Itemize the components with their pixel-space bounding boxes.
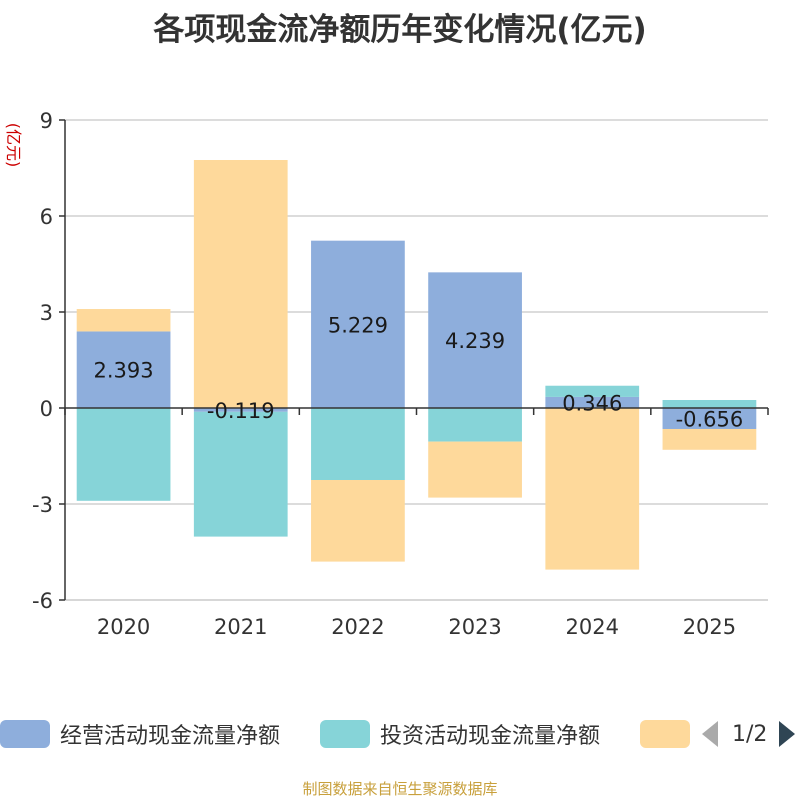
data-label-2023: 4.239: [445, 329, 505, 353]
legend-pager: 1/2: [700, 718, 797, 750]
bar-2021-series-0[interactable]: [193, 408, 288, 412]
bar-2020-series-2[interactable]: [76, 309, 171, 332]
bar-2021-series-2[interactable]: [193, 160, 288, 408]
bar-2024-series-1[interactable]: [545, 385, 640, 397]
x-tick-label: 2023: [448, 615, 501, 639]
source-note: 制图数据来自恒生聚源数据库: [302, 780, 498, 798]
y-tick-label: 3: [40, 301, 53, 325]
y-tick-label: 0: [40, 397, 53, 421]
bar-2020-series-1[interactable]: [76, 408, 171, 501]
bar-2021-series-1[interactable]: [193, 411, 288, 537]
x-tick-label: 2024: [566, 615, 619, 639]
bar-2023-series-2[interactable]: [428, 441, 522, 498]
legend-prev-icon[interactable]: [700, 719, 720, 749]
legend-next-icon[interactable]: [777, 719, 797, 749]
data-label-2020: 2.393: [94, 359, 154, 383]
legend-item-operating[interactable]: 经营活动现金流量净额: [0, 718, 280, 750]
bar-2023-series-0[interactable]: [428, 272, 522, 408]
bar-2025-series-2[interactable]: [662, 428, 757, 450]
y-tick-label: 6: [40, 205, 53, 229]
y-tick-label: -6: [32, 589, 53, 613]
data-label-2024: 0.346: [562, 391, 622, 415]
legend-swatch-operating: [0, 720, 50, 748]
bar-2022-series-1[interactable]: [311, 408, 405, 480]
y-tick-label: 9: [40, 109, 53, 133]
legend-item-investing[interactable]: 投资活动现金流量净额: [320, 718, 600, 750]
x-tick-label: 2022: [331, 615, 384, 639]
legend-item-financing[interactable]: [640, 718, 690, 750]
bar-2024-series-2[interactable]: [545, 408, 640, 570]
x-tick-label: 2021: [214, 615, 267, 639]
data-label-2021: -0.119: [207, 399, 275, 423]
bar-2022-series-2[interactable]: [311, 480, 405, 562]
bar-2023-series-1[interactable]: [428, 408, 522, 442]
bar-2025-series-1[interactable]: [662, 400, 757, 408]
y-tick-label: -3: [32, 493, 53, 517]
bar-2022-series-0[interactable]: [311, 240, 405, 408]
y-axis-title: (亿元): [4, 123, 23, 168]
legend-page-indicator: 1/2: [732, 721, 768, 747]
legend-swatch-financing: [640, 720, 690, 748]
legend-swatch-investing: [320, 720, 370, 748]
legend-label-operating: 经营活动现金流量净额: [60, 724, 281, 749]
data-label-2022: 5.229: [328, 313, 388, 337]
data-label-2025: -0.656: [676, 407, 744, 431]
legend-label-investing: 投资活动现金流量净额: [380, 724, 601, 749]
x-tick-label: 2020: [97, 615, 150, 639]
bar-2024-series-0[interactable]: [545, 396, 640, 408]
bar-2025-series-0[interactable]: [662, 408, 757, 429]
bar-2020-series-0[interactable]: [76, 331, 171, 408]
chart-title: 各项现金流净额历年变化情况(亿元): [153, 12, 647, 48]
x-tick-label: 2025: [683, 615, 736, 639]
